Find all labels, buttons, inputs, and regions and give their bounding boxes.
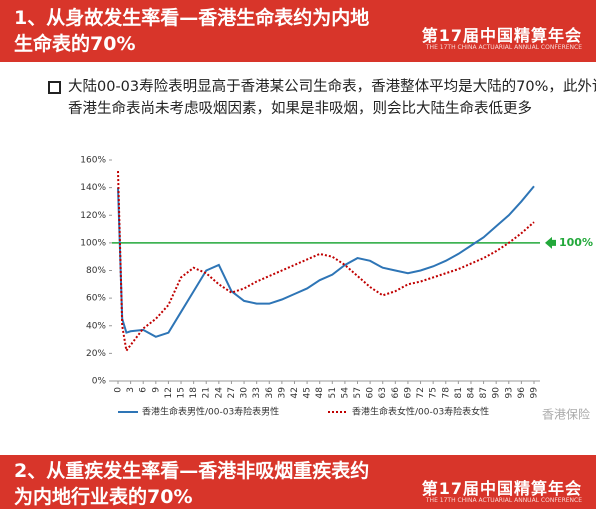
legend-label: 香港生命表男性/00-03寿险表男性 bbox=[142, 406, 279, 418]
reference-label: 100% bbox=[559, 236, 593, 249]
x-tick-label: 72 bbox=[416, 387, 426, 398]
x-tick-label: 60 bbox=[366, 387, 376, 399]
x-tick-label: 99 bbox=[530, 387, 540, 399]
logo: 第17届中国精算年会 bbox=[421, 479, 582, 498]
x-tick-label: 96 bbox=[517, 387, 527, 399]
x-tick-label: 84 bbox=[466, 387, 476, 399]
x-tick-label: 51 bbox=[328, 387, 338, 398]
header-title: 1、从身故发生率看—香港生命表约为内地 生命表的70% bbox=[14, 5, 414, 57]
x-tick-label: 18 bbox=[189, 387, 199, 399]
bullet-text: 大陆00-03寿险表明显高于香港某公司生命表，香港整体平均是大陆的70%，此外该… bbox=[48, 76, 596, 120]
x-tick-label: 6 bbox=[139, 387, 149, 393]
x-tick-label: 66 bbox=[391, 387, 401, 399]
legend-label: 香港生命表女性/00-03寿险表女性 bbox=[352, 406, 489, 418]
x-tick-label: 15 bbox=[177, 387, 187, 398]
x-tick-label: 63 bbox=[378, 387, 388, 398]
x-tick-label: 81 bbox=[454, 387, 464, 398]
x-tick-label: 21 bbox=[202, 387, 212, 398]
logo-sub: THE 17TH CHINA ACTUARIAL ANNUAL CONFEREN… bbox=[425, 44, 582, 51]
y-tick-label: 120% bbox=[80, 211, 106, 221]
x-tick-label: 75 bbox=[429, 387, 439, 398]
x-tick-label: 78 bbox=[441, 387, 451, 399]
x-tick-label: 69 bbox=[403, 387, 413, 399]
logo-sub: THE 17TH CHINA ACTUARIAL ANNUAL CONFEREN… bbox=[425, 497, 582, 504]
x-tick-label: 3 bbox=[126, 387, 136, 393]
x-tick-label: 27 bbox=[227, 387, 237, 398]
x-tick-label: 30 bbox=[240, 387, 250, 399]
header-banner: 1、从身故发生率看—香港生命表约为内地 生命表的70% 第17届中国精算年会 TH… bbox=[0, 0, 596, 62]
y-tick-label: 100% bbox=[80, 238, 106, 248]
y-tick-label: 60% bbox=[86, 294, 106, 304]
x-tick-label: 90 bbox=[492, 387, 502, 399]
chart: 香港保险 0%20%40%60%80%100%120%140%160%0 3 6 9 1… bbox=[80, 156, 593, 422]
x-tick-label: 9 bbox=[151, 387, 161, 393]
x-tick-label: 57 bbox=[353, 387, 363, 398]
title-line: 1、从身故发生率看—香港生命表约为内地 bbox=[14, 7, 370, 29]
x-tick-label: 12 bbox=[164, 387, 174, 398]
reference-arrow bbox=[545, 236, 556, 249]
x-tick-label: 87 bbox=[479, 387, 489, 398]
y-tick-label: 160% bbox=[80, 156, 106, 166]
x-tick-label: 54 bbox=[340, 387, 350, 399]
y-tick-label: 80% bbox=[86, 266, 106, 276]
y-tick-label: 140% bbox=[80, 183, 106, 193]
x-tick-label: 45 bbox=[303, 387, 313, 398]
x-tick-label: 24 bbox=[214, 387, 224, 399]
x-tick-label: 42 bbox=[290, 387, 300, 398]
y-tick-label: 40% bbox=[86, 321, 106, 331]
title-line: 2、从重疾发生率看—香港非吸烟重疾表约 bbox=[14, 460, 370, 482]
x-tick-label: 0 bbox=[114, 387, 124, 393]
x-tick-label: 93 bbox=[504, 387, 514, 398]
y-tick-label: 0% bbox=[92, 377, 107, 387]
logo: 第17届中国精算年会 bbox=[421, 26, 582, 45]
series-line bbox=[117, 171, 535, 354]
x-tick-label: 48 bbox=[315, 387, 325, 399]
watermark: 香港保险 bbox=[542, 407, 590, 422]
title-line: 为内地行业表的70% bbox=[14, 486, 193, 508]
title-line: 生命表的70% bbox=[14, 33, 136, 55]
next-header-banner: 2、从重疾发生率看—香港非吸烟重疾表约 为内地行业表的70% 第17届中国精算年会… bbox=[0, 455, 596, 509]
x-tick-label: 36 bbox=[265, 387, 275, 399]
x-tick-label: 39 bbox=[277, 387, 287, 399]
next-header-title: 2、从重疾发生率看—香港非吸烟重疾表约 为内地行业表的70% bbox=[14, 458, 414, 510]
series-line bbox=[117, 185, 535, 338]
x-tick-label: 33 bbox=[252, 387, 262, 398]
y-tick-label: 20% bbox=[86, 349, 106, 359]
